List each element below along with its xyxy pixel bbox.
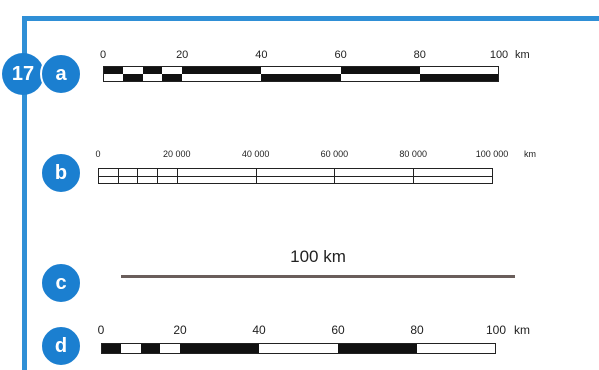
tick-label-b-0: 0 [95, 149, 101, 159]
scale-a-sub-bottom-2 [142, 74, 163, 82]
scale-b-sub-bottom-2 [137, 176, 159, 184]
tick-label-d-1: 20 [173, 323, 187, 337]
figure-number-badge: 17 [2, 53, 44, 95]
scale-a-sub-top-2 [142, 66, 163, 74]
tick-label-b-1: 20 000 [163, 149, 191, 159]
option-b-badge: b [40, 152, 82, 194]
scale-a-sub-bottom-0 [103, 74, 123, 82]
tick-label-a-5: 100 [489, 49, 509, 61]
tick-label-a-1: 20 [176, 49, 189, 61]
scale-a-seg-bottom-2 [261, 74, 341, 82]
tick-label-a-0: 0 [99, 49, 107, 61]
scale-a-seg-top-3 [340, 66, 420, 74]
scale-b-seg-bottom-3 [334, 176, 415, 184]
tick-label-b-5: 100 000 [475, 149, 509, 159]
figure-left-border [22, 16, 27, 370]
tick-label-d-5: 100 [485, 323, 507, 337]
scale-a-seg-bottom-3 [340, 74, 420, 82]
scale-c-label: 100 km [290, 247, 346, 266]
scale-d-sub-0 [101, 343, 121, 354]
scale-a-seg-bottom-4 [419, 74, 499, 82]
tick-label-a-4: 80 [413, 49, 426, 61]
tick-label-d-3: 60 [331, 323, 345, 337]
tick-label-a-2: 40 [255, 49, 268, 61]
scale-a-sub-top-1 [122, 66, 143, 74]
tick-label-d-0: 0 [97, 323, 105, 337]
tick-label-a-3: 60 [334, 49, 347, 61]
scale-d-sub-3 [160, 343, 180, 354]
scale-b-sub-bottom-1 [117, 176, 139, 184]
tick-label-d-2: 40 [252, 323, 266, 337]
scale-d-frame [101, 343, 496, 354]
scale-b-seg-bottom-1 [176, 176, 257, 184]
tick-label-b-2: 40 000 [241, 149, 270, 159]
option-c-badge: c [40, 262, 82, 304]
figure-top-border [22, 16, 599, 21]
scale-d-seg-4 [417, 343, 496, 354]
scale-b-seg-bottom-2 [255, 176, 336, 184]
scale-a-frame [103, 66, 499, 82]
option-d-badge: d [40, 325, 82, 367]
scale-a-sub-top-3 [162, 66, 183, 74]
unit-label-a: km [515, 49, 530, 61]
scale-d-sub-2 [140, 343, 161, 354]
tick-label-d-4: 80 [410, 323, 424, 337]
scale-a-sub-bottom-1 [122, 74, 143, 82]
scale-b-sub-bottom-0 [98, 176, 119, 184]
tick-label-b-4: 80 000 [399, 149, 427, 159]
unit-label-d: km [514, 323, 530, 337]
scale-a-sub-top-0 [103, 66, 123, 74]
tick-label-b-3: 60 000 [320, 149, 349, 159]
scale-d-seg-3 [338, 343, 417, 354]
unit-label-b: km [524, 149, 536, 159]
scale-b-seg-bottom-4 [413, 176, 493, 184]
scale-a-seg-top-1 [182, 66, 262, 74]
scale-a-seg-top-4 [419, 66, 499, 74]
option-a-badge: a [40, 53, 82, 95]
scale-c-line [121, 275, 515, 278]
scale-d-sub-1 [120, 343, 141, 354]
scale-d-seg-1 [180, 343, 259, 354]
scale-b-sub-bottom-3 [157, 176, 178, 184]
scale-d-seg-2 [259, 343, 338, 354]
scale-a-sub-bottom-3 [162, 74, 183, 82]
scale-a-seg-top-2 [261, 66, 341, 74]
scale-a-seg-bottom-1 [182, 74, 262, 82]
